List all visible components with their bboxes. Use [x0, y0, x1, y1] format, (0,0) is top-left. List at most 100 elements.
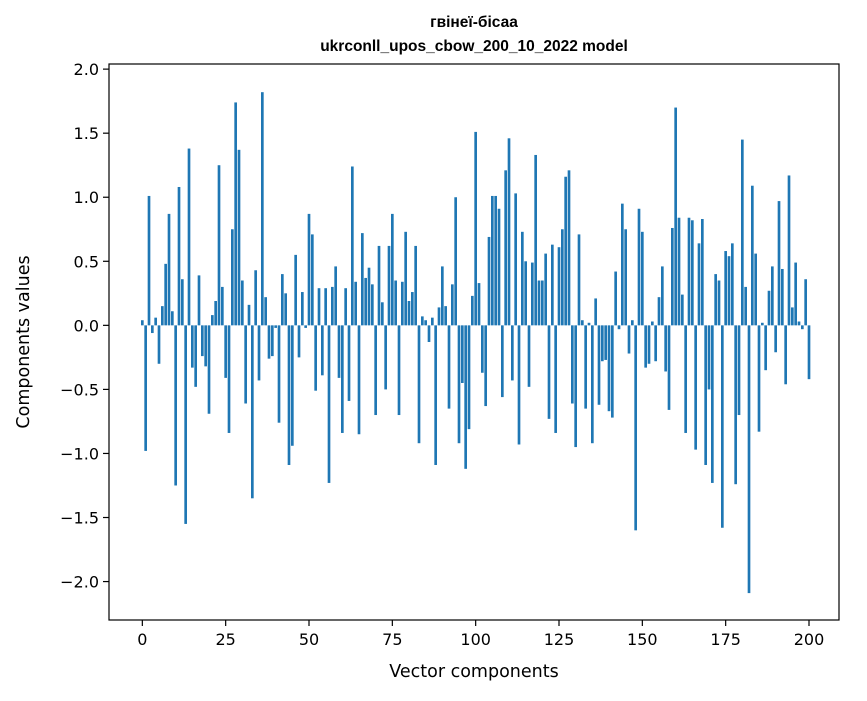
bar-129 [571, 325, 574, 404]
bar-183 [751, 185, 754, 326]
bar-159 [671, 227, 674, 326]
bar-52 [314, 325, 317, 391]
bar-76 [394, 280, 397, 326]
bar-33 [251, 325, 254, 499]
bar-146 [627, 325, 631, 354]
bar-41 [277, 325, 281, 423]
bar-132 [581, 320, 584, 326]
bar-189 [771, 266, 774, 326]
bar-1 [144, 325, 147, 451]
bar-107 [497, 208, 501, 326]
bar-109 [504, 170, 507, 326]
bar-120 [541, 280, 544, 326]
bar-141 [611, 325, 614, 418]
x-tick-label: 100 [460, 630, 491, 649]
bar-92 [447, 325, 451, 409]
bar-106 [494, 195, 497, 326]
y-tick-label: 2.0 [74, 60, 99, 79]
bar-25 [224, 325, 227, 378]
x-axis-label: Vector components [389, 662, 558, 682]
bar-121 [544, 253, 547, 326]
x-tick-label: 25 [215, 630, 235, 649]
bar-71 [377, 245, 381, 326]
bar-40 [274, 325, 277, 328]
bar-11 [177, 186, 181, 326]
bar-78 [401, 281, 404, 326]
bar-197 [797, 321, 801, 326]
bar-50 [307, 213, 311, 326]
bar-3 [151, 325, 154, 334]
bar-95 [457, 325, 461, 444]
bar-118 [534, 154, 537, 326]
bar-93 [451, 284, 454, 326]
bar-57 [331, 286, 334, 326]
bar-114 [521, 231, 524, 326]
bar-94 [454, 197, 457, 326]
bar-139 [604, 325, 607, 360]
bar-133 [584, 325, 587, 409]
bar-6 [161, 306, 164, 326]
bar-175 [724, 251, 727, 326]
bar-113 [517, 325, 521, 445]
bar-15 [191, 325, 194, 368]
bar-49 [304, 325, 307, 328]
bar-178 [734, 325, 737, 485]
bar-130 [574, 325, 577, 448]
x-tick-label: 200 [794, 630, 825, 649]
bar-167 [697, 243, 701, 326]
bar-67 [364, 277, 367, 326]
x-tick-label: 75 [382, 630, 402, 649]
bar-68 [367, 267, 371, 326]
bar-153 [651, 321, 654, 326]
bar-155 [657, 297, 661, 326]
bar-23 [217, 165, 221, 326]
bar-44 [287, 325, 291, 465]
y-axis-label: Components values [14, 255, 34, 428]
bar-195 [791, 307, 794, 326]
bar-63 [351, 166, 354, 326]
bar-87 [431, 317, 434, 326]
bar-173 [717, 280, 721, 326]
bar-2 [147, 195, 151, 326]
bar-125 [557, 247, 561, 326]
bar-99 [471, 295, 474, 326]
bar-54 [321, 325, 324, 376]
bar-10 [174, 325, 177, 486]
bar-122 [547, 325, 551, 419]
bar-4 [154, 317, 157, 326]
bar-9 [171, 311, 174, 326]
bar-191 [777, 201, 781, 326]
bar-17 [197, 275, 201, 326]
bar-84 [421, 316, 424, 326]
bar-138 [601, 325, 604, 362]
bar-150 [641, 231, 644, 326]
bar-147 [631, 320, 634, 326]
bar-81 [411, 292, 414, 326]
bar-19 [204, 325, 207, 367]
bar-168 [701, 219, 704, 326]
bar-24 [221, 286, 224, 326]
bar-134 [587, 322, 591, 326]
bar-137 [597, 325, 601, 405]
bar-7 [164, 263, 167, 326]
bar-39 [271, 325, 274, 357]
bar-91 [444, 306, 447, 326]
y-tick-label: 1.5 [74, 124, 99, 143]
bar-37 [264, 297, 267, 326]
bar-165 [691, 220, 694, 326]
bar-171 [711, 325, 714, 483]
bar-64 [354, 281, 357, 326]
bar-176 [727, 256, 731, 326]
bar-127 [564, 176, 567, 326]
bar-126 [561, 229, 564, 326]
bar-29 [237, 149, 241, 326]
x-tick-label: 0 [137, 630, 147, 649]
bar-74 [387, 245, 391, 326]
bar-46 [294, 254, 297, 326]
bar-128 [567, 170, 571, 326]
bar-98 [467, 325, 471, 430]
bar-200 [807, 325, 811, 380]
bar-36 [261, 92, 264, 326]
bar-111 [511, 325, 514, 381]
